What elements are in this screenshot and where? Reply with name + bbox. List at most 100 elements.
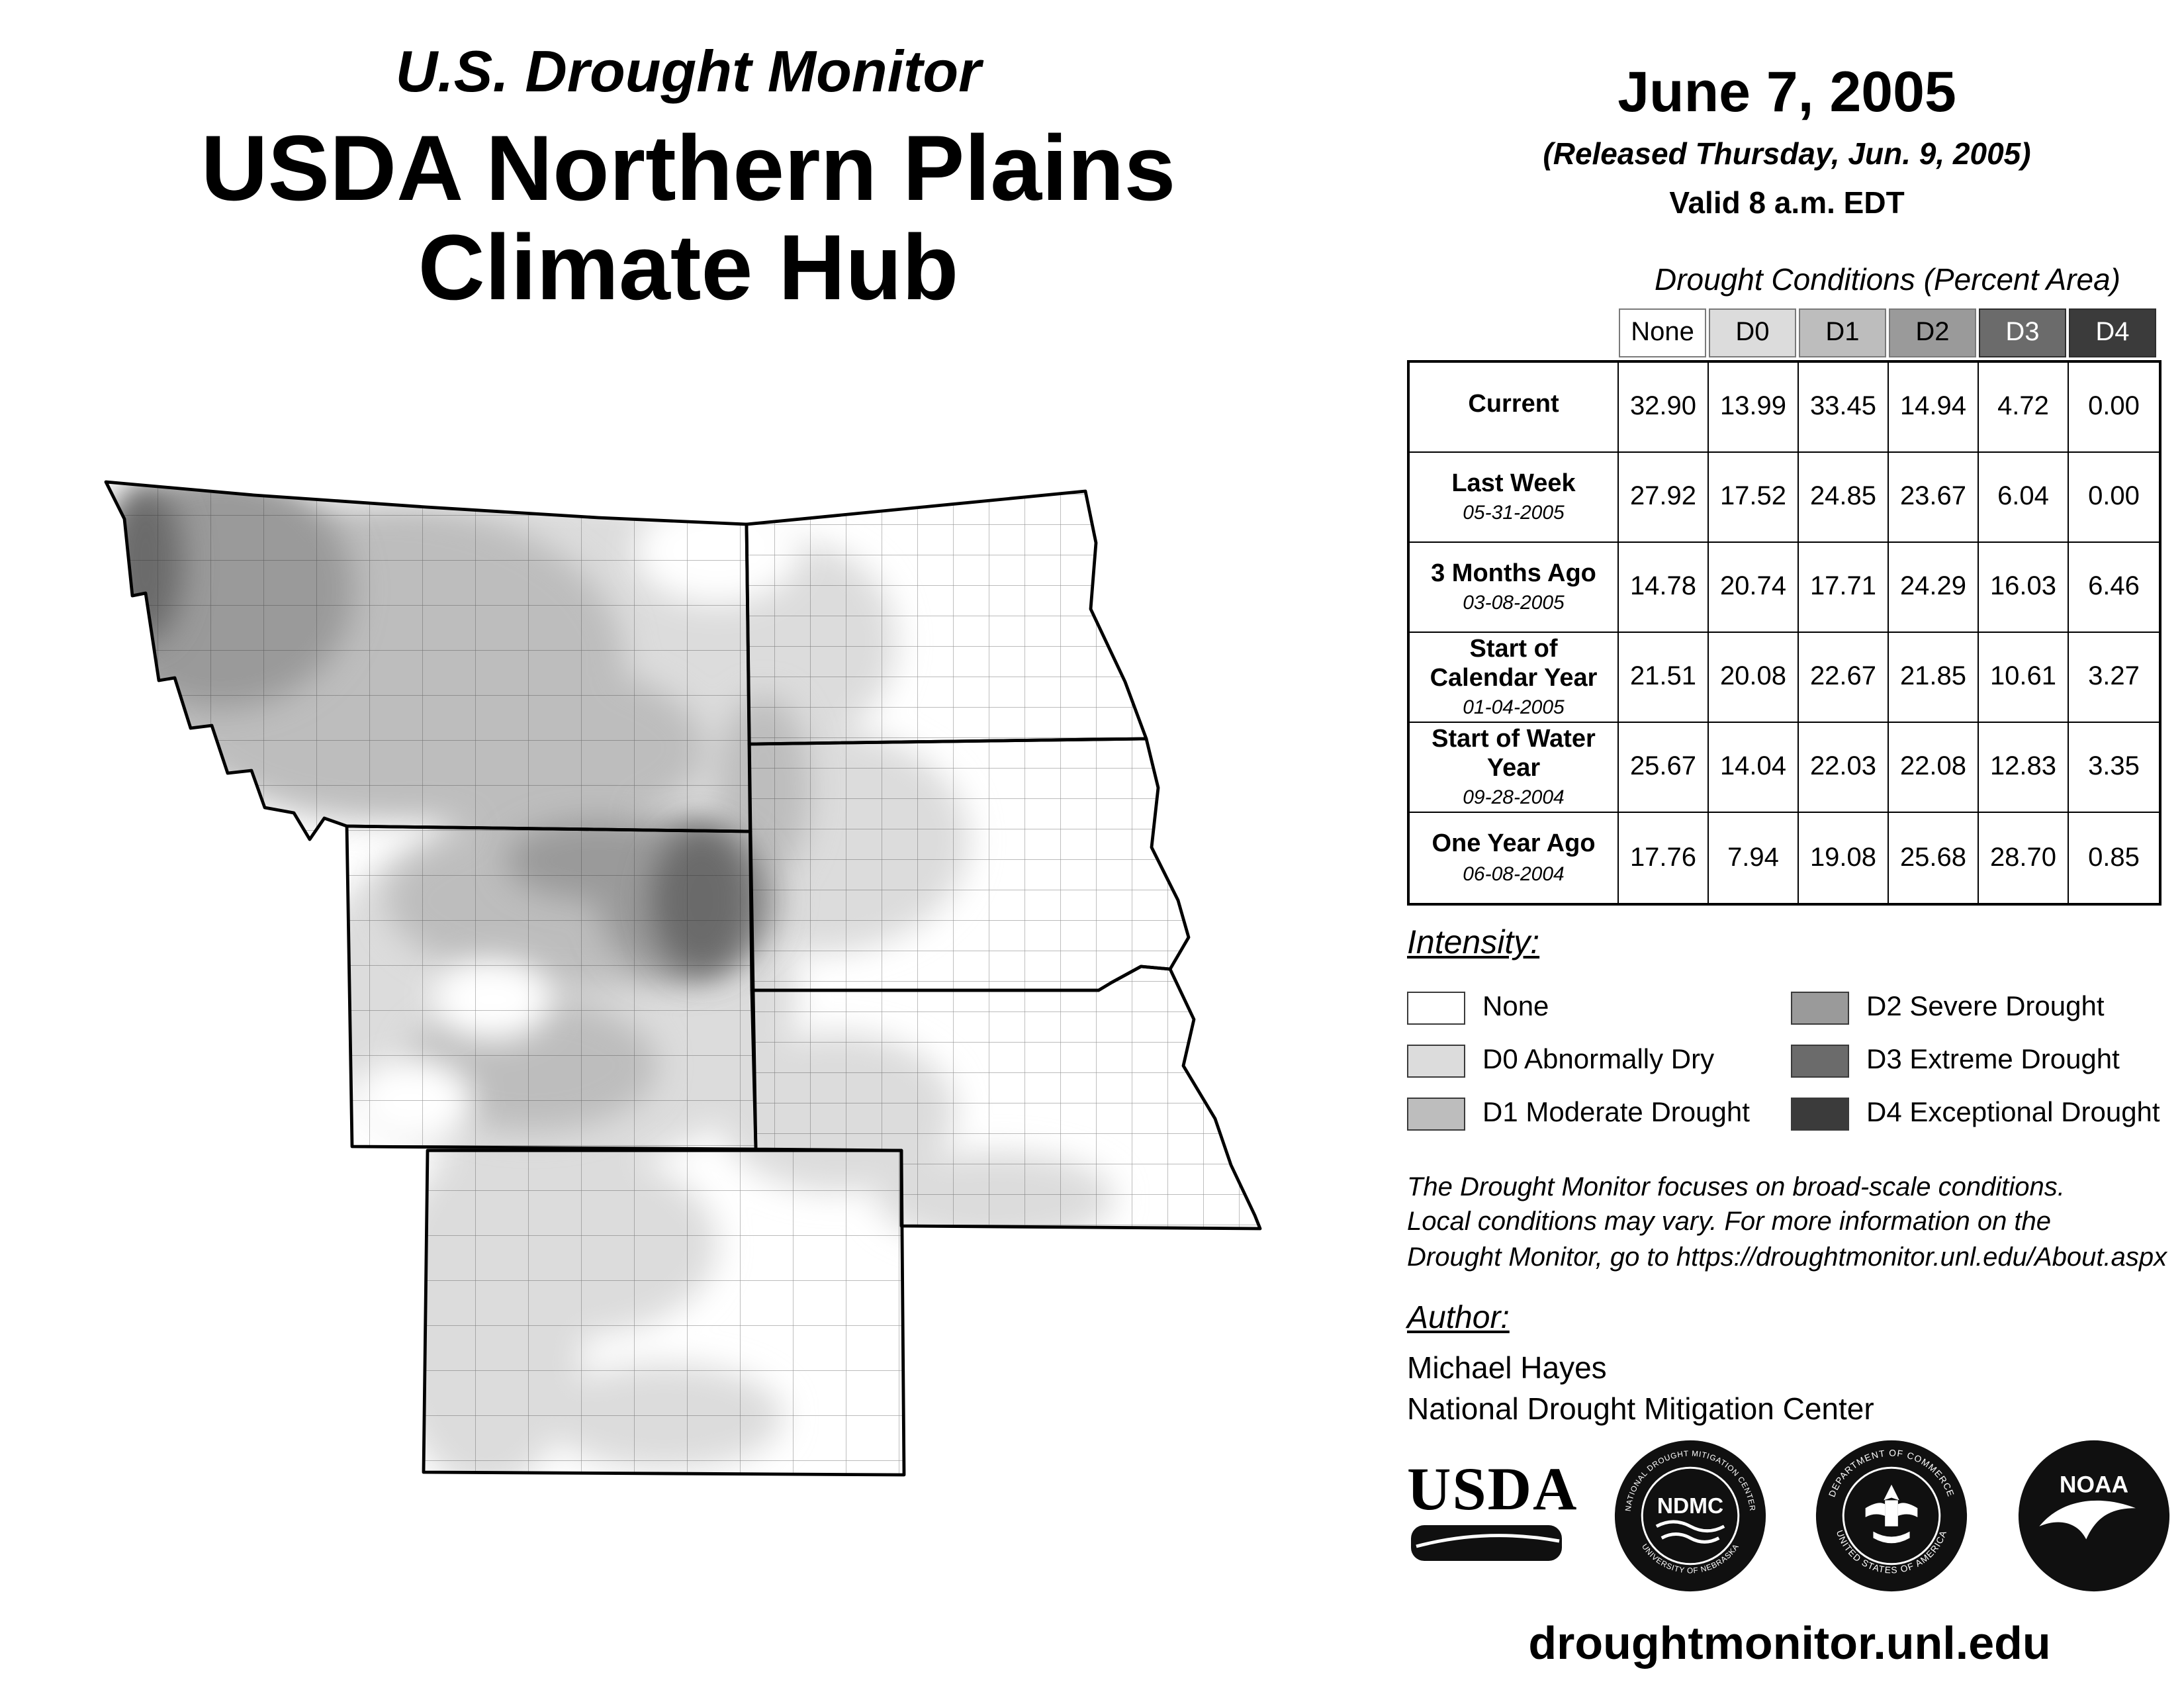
value-cell: 33.45 xyxy=(1799,363,1889,453)
legend-swatch-d2 xyxy=(1791,991,1849,1024)
ndmc-wave-icon xyxy=(1660,1532,1719,1544)
value-cell: 17.71 xyxy=(1799,543,1889,633)
region-title-line1: USDA Northern Plains xyxy=(201,117,1176,220)
page-title-block: U.S. Drought Monitor USDA Northern Plain… xyxy=(73,40,1304,318)
value-cell: 22.08 xyxy=(1889,723,1979,813)
commerce-seal: DEPARTMENT OF COMMERCE UNITED STATES OF … xyxy=(1816,1440,1968,1592)
value-cell: 21.85 xyxy=(1889,633,1979,723)
value-cell: 25.68 xyxy=(1889,813,1979,903)
author-block: Author: Michael Hayes National Drought M… xyxy=(1407,1300,1874,1427)
ndmc-wordmark: NDMC xyxy=(1657,1494,1723,1519)
table-header-row: None D0 D1 D2 D3 D4 xyxy=(1619,308,2161,357)
row-label: Last Week xyxy=(1451,469,1576,498)
value-cell: 13.99 xyxy=(1709,363,1799,453)
row-label: 3 Months Ago xyxy=(1431,559,1596,588)
row-label: One Year Ago xyxy=(1432,830,1596,859)
map-date: June 7, 2005 xyxy=(1617,61,1956,124)
value-cell: 32.90 xyxy=(1619,363,1709,453)
author-organization: National Drought Mitigation Center xyxy=(1407,1391,1874,1426)
valid-time: Valid 8 a.m. EDT xyxy=(1669,185,1905,220)
row-date: 03-08-2005 xyxy=(1463,592,1565,615)
row-label: Start of Calendar Year xyxy=(1430,635,1598,692)
date-block: June 7, 2005 (Released Thursday, Jun. 9,… xyxy=(1423,61,2151,221)
row-label: Current xyxy=(1468,391,1559,419)
disclaimer-text: The Drought Monitor focuses on broad-sca… xyxy=(1407,1170,2184,1275)
value-cell: 3.35 xyxy=(2069,723,2159,813)
legend-swatch-d4 xyxy=(1791,1097,1849,1130)
value-cell: 28.70 xyxy=(1979,813,2069,903)
site-url: droughtmonitor.unl.edu xyxy=(1528,1618,2051,1669)
legend-item-d0: D0 Abnormally Dry xyxy=(1407,1034,1791,1087)
legend-label: D2 Severe Drought xyxy=(1866,992,2105,1022)
table-body: Current 32.90 13.99 33.45 14.94 4.72 0.0… xyxy=(1407,360,2161,906)
row-label-cell: Start of Water Year 09-28-2004 xyxy=(1410,723,1619,813)
logo-row: USDA NATIONAL DROUGHT MITIGATION CENTER … xyxy=(1407,1438,2172,1594)
value-cell: 20.08 xyxy=(1709,633,1799,723)
disclaimer-line: Local conditions may vary. For more info… xyxy=(1407,1207,2052,1237)
noaa-bird-icon xyxy=(2039,1500,2136,1540)
legend-swatch-none xyxy=(1407,991,1465,1024)
value-cell: 22.03 xyxy=(1799,723,1889,813)
row-date: 05-31-2005 xyxy=(1463,502,1565,525)
value-cell: 6.04 xyxy=(1979,453,2069,543)
column-header-d3: D3 xyxy=(1979,308,2066,357)
legend-item-none: None xyxy=(1407,981,1791,1034)
value-cell: 14.94 xyxy=(1889,363,1979,453)
ndmc-wave-icon xyxy=(1655,1520,1725,1533)
legend-label: None xyxy=(1482,992,1549,1022)
drought-conditions-table: None D0 D1 D2 D3 D4 Current 32.90 13.99 … xyxy=(1407,308,2161,906)
legend-item-d4: D4 Exceptional Drought xyxy=(1791,1087,2175,1140)
value-cell: 7.94 xyxy=(1709,813,1799,903)
row-date: 06-08-2004 xyxy=(1463,863,1565,886)
column-header-d2: D2 xyxy=(1889,308,1976,357)
legend-heading: Intensity: xyxy=(1407,924,1540,961)
author-heading: Author: xyxy=(1407,1300,1510,1336)
column-header-d1: D1 xyxy=(1799,308,1886,357)
ndmc-logo: NATIONAL DROUGHT MITIGATION CENTER UNIVE… xyxy=(1614,1440,1766,1592)
value-cell: 21.51 xyxy=(1619,633,1709,723)
value-cell: 22.67 xyxy=(1799,633,1889,723)
legend-label: D1 Moderate Drought xyxy=(1482,1098,1750,1128)
value-cell: 27.92 xyxy=(1619,453,1709,543)
drought-map xyxy=(95,463,1313,1523)
legend-item-d3: D3 Extreme Drought xyxy=(1791,1034,2175,1087)
usda-logo: USDA xyxy=(1407,1454,1578,1573)
row-date: 01-04-2005 xyxy=(1463,696,1565,720)
row-label: Start of Water Year xyxy=(1432,725,1596,782)
value-cell: 6.46 xyxy=(2069,543,2159,633)
table-title: Drought Conditions (Percent Area) xyxy=(1655,262,2120,297)
legend-item-d2: D2 Severe Drought xyxy=(1791,981,2175,1034)
value-cell: 16.03 xyxy=(1979,543,2069,633)
value-cell: 23.67 xyxy=(1889,453,1979,543)
legend-label: D3 Extreme Drought xyxy=(1866,1045,2120,1075)
row-date: 09-28-2004 xyxy=(1463,786,1565,810)
value-cell: 24.29 xyxy=(1889,543,1979,633)
region-title-line2: Climate Hub xyxy=(418,215,959,319)
value-cell: 12.83 xyxy=(1979,723,2069,813)
value-cell: 25.67 xyxy=(1619,723,1709,813)
legend-swatch-d0 xyxy=(1407,1044,1465,1077)
commerce-eagle-icon xyxy=(1866,1484,1918,1544)
value-cell: 14.04 xyxy=(1709,723,1799,813)
value-cell: 24.85 xyxy=(1799,453,1889,543)
value-cell: 3.27 xyxy=(2069,633,2159,723)
value-cell: 0.85 xyxy=(2088,843,2140,872)
row-label-cell: Current xyxy=(1410,363,1619,453)
release-date: (Released Thursday, Jun. 9, 2005) xyxy=(1543,136,2031,171)
usda-wordmark: USDA xyxy=(1407,1454,1578,1522)
value-cell: 0.00 xyxy=(2069,363,2159,453)
legend-swatch-d3 xyxy=(1791,1044,1849,1077)
author-name: Michael Hayes xyxy=(1407,1350,1607,1385)
column-header-none: None xyxy=(1619,308,1706,357)
disclaimer-line: Drought Monitor, go to https://droughtmo… xyxy=(1407,1243,2167,1272)
row-label-cell: One Year Ago 06-08-2004 xyxy=(1410,813,1619,903)
row-label-cell: 3 Months Ago 03-08-2005 xyxy=(1410,543,1619,633)
program-title: U.S. Drought Monitor xyxy=(395,40,981,105)
column-header-d0: D0 xyxy=(1709,308,1796,357)
noaa-logo: NOAA xyxy=(2018,1440,2170,1592)
legend-item-d1: D1 Moderate Drought xyxy=(1407,1087,1791,1140)
value-cell: 17.76 xyxy=(1619,813,1709,903)
column-header-d4: D4 xyxy=(2069,308,2156,357)
legend-grid: None D0 Abnormally Dry D1 Moderate Droug… xyxy=(1407,981,2175,1140)
